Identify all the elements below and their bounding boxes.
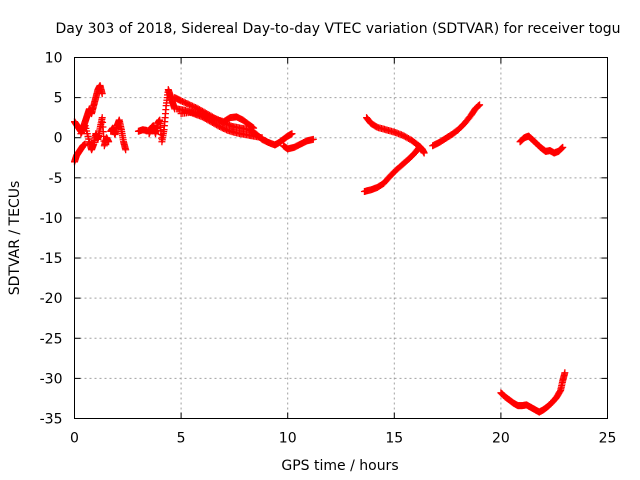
data-point (558, 144, 566, 152)
x-tick-label: 20 (492, 431, 510, 447)
data-point (98, 90, 106, 98)
y-tick-label: 0 (54, 131, 63, 147)
x-tick-label: 10 (279, 431, 297, 447)
data-point (420, 149, 428, 157)
y-axis-title: SDTVAR / TECUs (7, 181, 23, 296)
data-point (561, 369, 569, 377)
data-point (122, 146, 130, 154)
data-point (250, 124, 258, 132)
x-tick-label: 25 (599, 431, 617, 447)
data-point (559, 143, 567, 151)
data-point (474, 102, 482, 110)
y-tick-label: -20 (40, 291, 63, 307)
y-tick-label: 10 (45, 51, 63, 67)
data-point (416, 143, 424, 151)
y-tick-label: -15 (40, 251, 63, 267)
y-tick-label: -25 (40, 331, 63, 347)
y-tick-label: 5 (54, 91, 63, 107)
grid-lines (74, 57, 608, 419)
data-point (258, 134, 266, 142)
x-tick-label: 15 (385, 431, 403, 447)
axis-ticks: 0 5 10 15 20 25 10 5 0 -5 -10 -15 -20 -25 -30 -35 (40, 51, 617, 447)
y-tick-label: -30 (40, 371, 63, 387)
data-point (288, 130, 296, 138)
data-point (309, 135, 317, 143)
data-point (415, 143, 423, 151)
data-point (80, 123, 88, 131)
data-point (105, 138, 113, 146)
x-tick-label: 0 (70, 431, 79, 447)
y-tick-label: -10 (40, 211, 63, 227)
plot-frame (74, 57, 608, 419)
x-tick-label: 5 (177, 431, 186, 447)
data-points (71, 82, 569, 416)
chart-title: Day 303 of 2018, Sidereal Day-to-day VTE… (55, 21, 620, 37)
y-tick-label: -5 (49, 171, 63, 187)
data-point (475, 102, 483, 109)
data-point (557, 145, 565, 153)
x-axis-title: GPS time / hours (281, 458, 398, 474)
y-tick-label: -35 (40, 412, 63, 428)
data-point (476, 101, 484, 109)
